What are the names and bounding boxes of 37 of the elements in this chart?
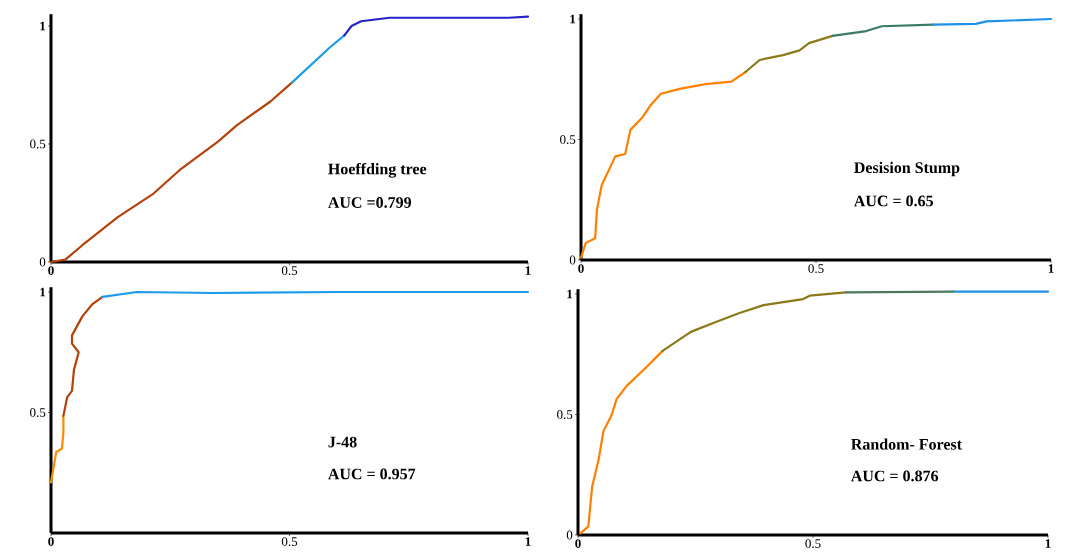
annotation: J-48 [328, 436, 357, 448]
x-tick-label: 0.5 [281, 266, 298, 276]
line-series [661, 291, 848, 352]
x-tick-label: 0.5 [281, 537, 298, 547]
x-tick-label: 1 [1045, 539, 1051, 548]
x-tick-label: 0.5 [805, 539, 821, 549]
annotation: AUC =0.799 [328, 197, 412, 208]
line-series [831, 23, 935, 37]
y-tick-label: 0.5 [30, 408, 46, 417]
x-tick-label: 1 [1048, 264, 1054, 273]
line-series [579, 349, 664, 535]
annotation: AUC = 0.876 [850, 470, 939, 482]
y-tick-label: 1 [40, 287, 46, 297]
x-tick-label: 1 [525, 266, 531, 275]
line-series [343, 15, 530, 37]
line-series [579, 70, 747, 259]
x-tick-label: 0 [48, 266, 54, 275]
y-tick-label: 0.5 [557, 410, 573, 419]
x-tick-label: 0.5 [808, 264, 824, 274]
x-tick-label: 0 [578, 264, 584, 273]
x-tick-label: 0 [48, 537, 54, 546]
line-series [49, 414, 65, 484]
line-series [62, 295, 104, 417]
x-tick-label: 1 [525, 537, 531, 546]
annotation: Random- Forest [851, 438, 962, 450]
annotation: Desision Stump [854, 161, 960, 177]
y-tick-label: 0.5 [30, 139, 46, 149]
y-tick-label: 0.5 [560, 135, 576, 144]
line-series [744, 34, 834, 74]
y-tick-label: 1 [567, 289, 573, 299]
annotation: AUC = 0.957 [328, 468, 416, 480]
y-tick-label: 1 [570, 14, 576, 24]
annotation: Hoeffding tree [328, 162, 427, 178]
line-series [49, 81, 293, 264]
annotation: AUC = 0.65 [853, 195, 933, 207]
y-tick-label: 0 [569, 255, 576, 265]
y-tick-label: 1 [40, 21, 46, 31]
